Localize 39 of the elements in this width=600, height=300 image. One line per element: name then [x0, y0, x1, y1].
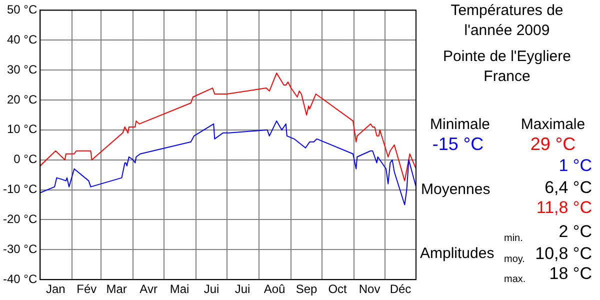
x-tick-label: Avr — [140, 282, 158, 296]
x-tick-label: Fév — [76, 282, 97, 296]
x-tick-label: Oct — [328, 282, 348, 296]
text: 11,8 °C — [536, 198, 592, 217]
text: Moyennes — [421, 181, 490, 199]
text: 29 °C — [530, 134, 576, 154]
y-tick-label: 40 °C — [6, 32, 38, 46]
y-tick-label: 20 °C — [6, 92, 38, 106]
text: -15 °C — [432, 134, 484, 154]
x-tick-label: Jui — [204, 282, 220, 296]
y-tick-label: -20 °C — [2, 212, 38, 226]
y-tick-label: 50 °C — [6, 2, 38, 17]
text: Températures de l'année 2009 — [450, 1, 564, 41]
x-tick-label: Mar — [106, 282, 127, 296]
y-tick-label: -40 °C — [2, 272, 38, 286]
y-tick-label: 0 °C — [14, 152, 38, 166]
text: 2 °C — [558, 222, 592, 241]
x-tick-label: Déc — [390, 282, 412, 296]
x-tick-label: Mai — [170, 282, 190, 296]
y-tick-label: 10 °C — [6, 122, 38, 136]
text: moy. — [504, 253, 525, 267]
text: Amplitudes — [420, 245, 494, 263]
text: min. — [504, 232, 523, 246]
text: 10,8 °C — [535, 244, 592, 263]
y-tick-label: -30 °C — [2, 242, 38, 256]
text: 18 °C — [549, 264, 592, 283]
text: 1 °C — [558, 156, 592, 175]
y-tick-label: 30 °C — [6, 62, 38, 76]
x-tick-label: Nov — [358, 282, 380, 296]
text: max. — [504, 273, 526, 287]
text: 6,4 °C — [544, 178, 592, 197]
text: Pointe de l'Eygliere France — [442, 47, 572, 87]
text: Maximale — [520, 116, 586, 134]
y-tick-label: -10 °C — [2, 182, 38, 196]
x-tick-label: Jan — [46, 282, 66, 296]
x-tick-label: Jui — [234, 282, 250, 296]
x-tick-label: Aoû — [264, 282, 286, 296]
text: Minimale — [430, 116, 490, 134]
x-tick-label: Sep — [296, 282, 318, 296]
